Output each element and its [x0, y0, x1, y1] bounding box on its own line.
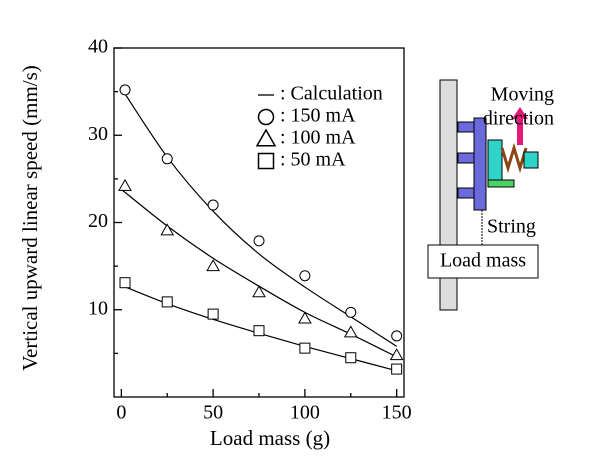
point [118, 178, 132, 191]
inset-label: Load mass [440, 250, 526, 272]
point [345, 306, 357, 318]
legend-label: : Calculation [280, 83, 383, 105]
inset: Load mass String Moving direction [427, 79, 554, 311]
legend-swatch [257, 152, 275, 170]
point [343, 325, 358, 338]
x-tick-label: 50 [203, 402, 223, 424]
inset-label: direction [483, 108, 554, 130]
x-tick-label: 100 [290, 402, 320, 424]
point [345, 352, 357, 364]
point [119, 84, 131, 96]
legend-swatch [255, 128, 277, 147]
point [207, 199, 219, 211]
spring [500, 142, 528, 174]
point [298, 311, 312, 324]
point [391, 363, 403, 375]
block [523, 151, 539, 169]
point [206, 259, 220, 272]
point [207, 308, 219, 320]
legend-label: : 50 mA [280, 149, 346, 171]
y-tick-label: 40 [88, 36, 108, 58]
y-axis-title: Vertical upward linear speed (mm/s) [18, 65, 42, 371]
point [160, 223, 175, 236]
point [391, 330, 403, 342]
y-tick-label: 30 [88, 123, 108, 145]
x-tick-label: 0 [116, 402, 126, 424]
point [119, 277, 131, 289]
load-box [427, 244, 539, 279]
arrow [512, 107, 528, 145]
x-axis-title: Load mass (g) [210, 426, 330, 450]
point [389, 348, 404, 361]
point [252, 285, 266, 298]
point [253, 325, 265, 337]
x-tick-label: 150 [382, 402, 412, 424]
point [299, 270, 311, 282]
foot [487, 179, 515, 188]
point [161, 153, 173, 165]
legend-label: : 150 mA [280, 105, 356, 127]
point [253, 235, 265, 247]
legend-swatch [257, 108, 275, 126]
point [161, 296, 173, 308]
point [299, 342, 311, 354]
y-tick-label: 10 [88, 297, 108, 319]
legend-label: : 100 mA [280, 127, 356, 149]
y-tick-label: 20 [88, 210, 108, 232]
inset-label: Moving [491, 84, 554, 106]
body [473, 117, 487, 211]
actuator [487, 139, 503, 181]
inset-label: String [487, 216, 536, 238]
